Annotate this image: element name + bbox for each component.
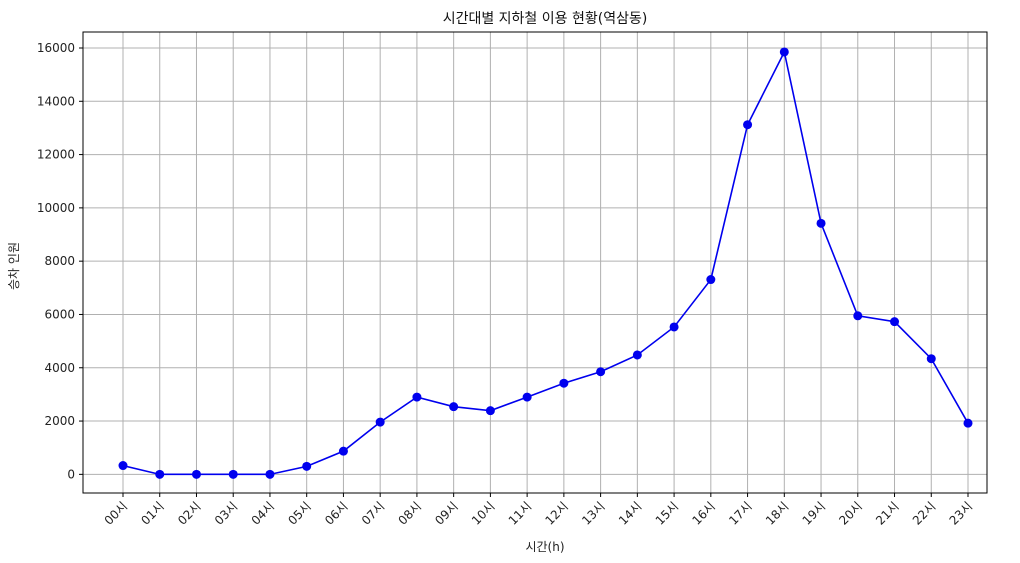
y-tick-label: 16000: [37, 41, 75, 55]
y-tick-label: 2000: [44, 414, 75, 428]
series-line: [122, 49, 969, 476]
y-tick-label: 0: [67, 467, 75, 481]
data-point: [743, 120, 753, 130]
x-tick-label: 02시: [175, 499, 204, 528]
y-tick-label: 10000: [37, 201, 75, 215]
x-tick-label: 15시: [653, 499, 682, 528]
data-point: [816, 218, 826, 228]
data-point: [155, 469, 165, 479]
x-tick-label: 05시: [285, 499, 314, 528]
x-tick-label: 22시: [910, 499, 939, 528]
data-point: [191, 469, 201, 479]
x-tick-label: 12시: [542, 499, 571, 528]
x-tick-label: 19시: [800, 499, 829, 528]
x-axis: 00시 01시 02시 03시 04시 05시 06시 07시 08시 09시 10시 11시 12시 1…: [102, 493, 976, 528]
x-tick-label: 18시: [763, 499, 792, 528]
data-point: [228, 469, 238, 479]
x-tick-label: 23시: [947, 499, 976, 528]
data-point: [375, 417, 385, 427]
chart-title: 시간대별 지하철 이용 현황(역삼동): [443, 11, 648, 27]
x-tick-label: 11시: [506, 499, 535, 528]
series: [118, 47, 973, 479]
x-tick-label: 08시: [396, 499, 425, 528]
data-point: [522, 392, 532, 402]
plot-frame: [82, 31, 988, 494]
data-point: [926, 354, 936, 364]
x-tick-label: 00시: [102, 499, 131, 528]
x-tick-label: 03시: [212, 499, 241, 528]
data-point: [706, 275, 716, 285]
x-tick-label: 07시: [359, 499, 388, 528]
y-tick-label: 8000: [44, 254, 75, 268]
data-point: [596, 367, 606, 377]
x-tick-label: 10시: [469, 499, 498, 528]
x-tick-label: 14시: [616, 499, 645, 528]
data-point: [265, 469, 275, 479]
data-point: [559, 378, 569, 388]
data-point: [890, 317, 900, 327]
x-axis-label: 시간(h): [525, 540, 564, 554]
x-tick-label: 21시: [873, 499, 902, 528]
data-point: [302, 461, 312, 471]
data-point: [963, 418, 973, 428]
data-point: [485, 406, 495, 416]
y-axis: 0 2000 4000 6000 8000 10000 12000 14000 16000: [37, 41, 83, 481]
x-tick-label: 01시: [138, 499, 167, 528]
data-point: [118, 461, 128, 471]
y-axis-label: 승차 인원: [7, 242, 21, 290]
data-point: [669, 322, 679, 332]
data-point: [338, 446, 348, 456]
y-tick-label: 14000: [37, 94, 75, 108]
data-point: [632, 350, 642, 360]
x-tick-label: 13시: [579, 499, 608, 528]
y-tick-label: 12000: [37, 148, 75, 162]
x-tick-label: 17시: [726, 499, 755, 528]
x-tick-label: 09시: [432, 499, 461, 528]
y-tick-label: 4000: [44, 361, 75, 375]
y-tick-label: 6000: [44, 307, 75, 321]
data-point: [449, 402, 459, 412]
grid: [83, 32, 987, 493]
x-tick-label: 04시: [249, 499, 278, 528]
data-point: [412, 392, 422, 402]
x-tick-label: 20시: [836, 499, 865, 528]
x-tick-label: 06시: [322, 499, 351, 528]
x-tick-label: 16시: [689, 499, 718, 528]
data-point: [853, 311, 863, 321]
data-point: [779, 47, 789, 57]
